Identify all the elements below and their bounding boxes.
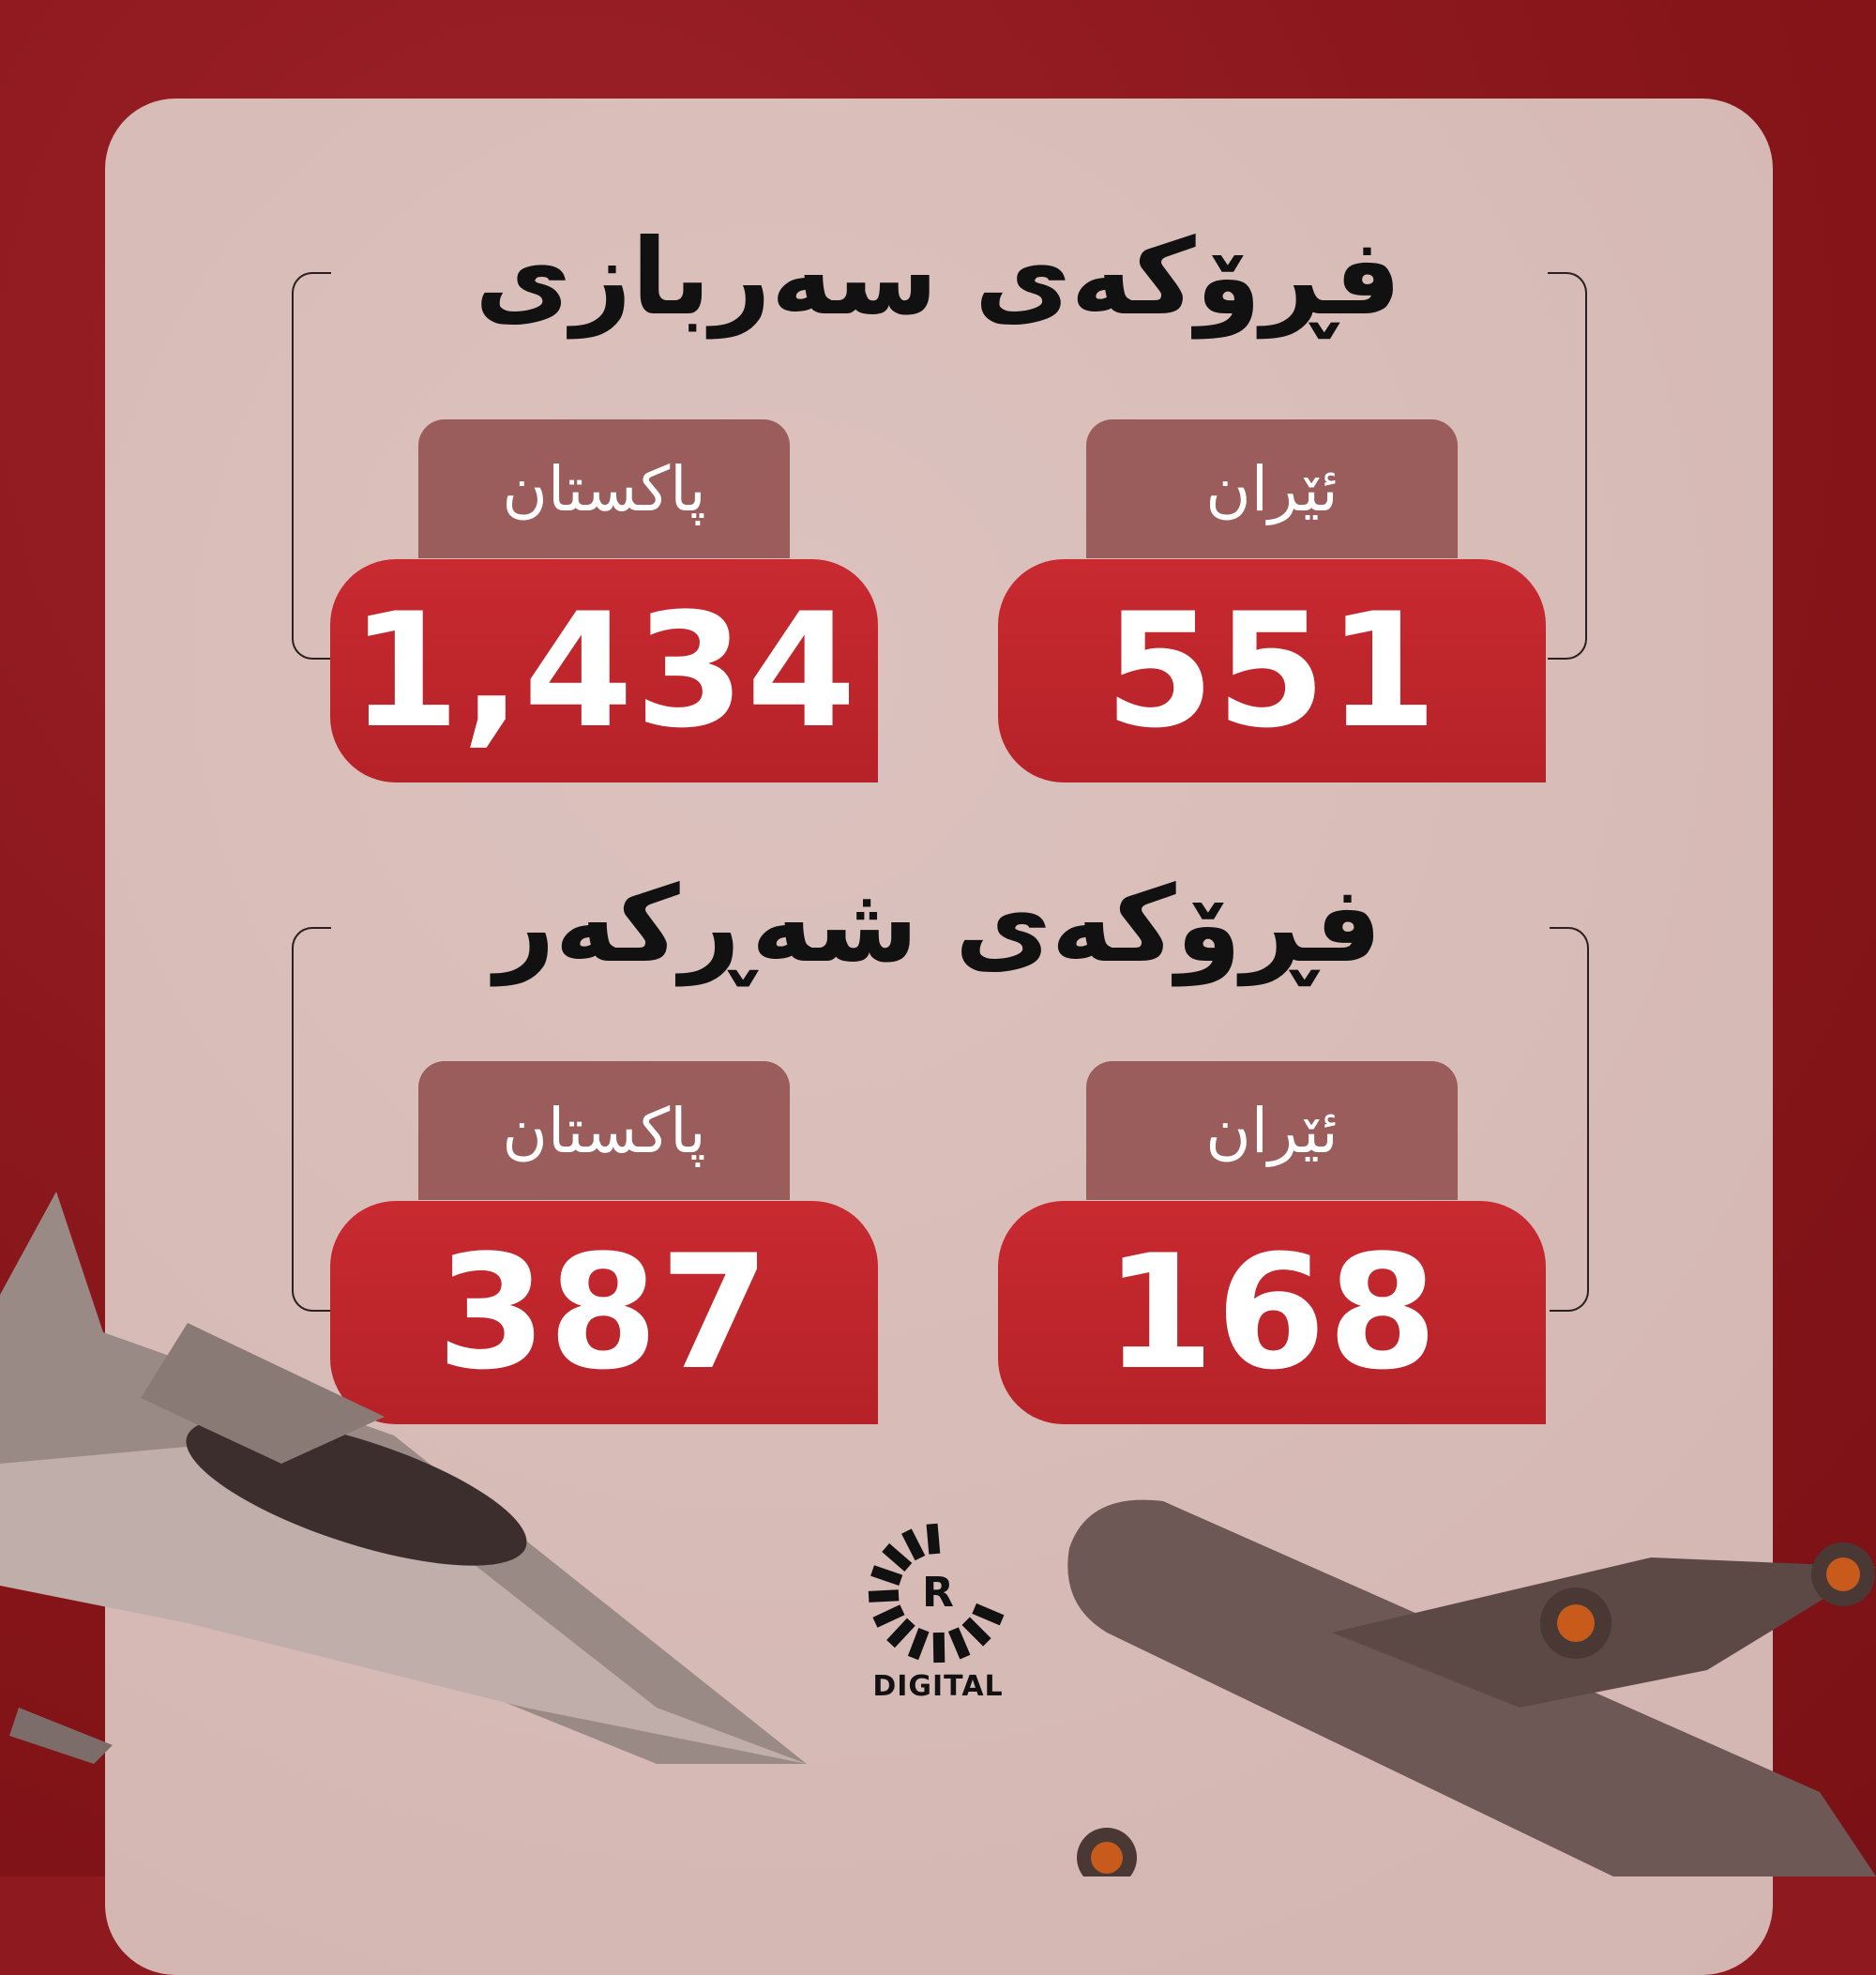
section-title-fighter-jets: فڕۆکەی شەڕکەر	[494, 864, 1382, 986]
logo-ray	[872, 1604, 905, 1628]
rudaw-digital-logo: R DIGITAL	[868, 1520, 1008, 1703]
logo-ray	[947, 1627, 971, 1660]
country-label-pakistan: پاکستان	[418, 1061, 790, 1200]
logo-letter: R	[922, 1569, 954, 1617]
logo-ray	[882, 1542, 913, 1572]
value-iran-military: 551	[998, 559, 1546, 782]
fighter-jet-image	[0, 1192, 807, 1764]
logo-ray	[901, 1528, 926, 1561]
country-label-iran: ئێران	[1086, 1061, 1458, 1200]
country-label-pakistan: پاکستان	[418, 419, 790, 558]
section-title-military-aircraft: فڕۆکەی سەربازی	[475, 217, 1401, 339]
logo-ray	[870, 1565, 903, 1586]
logo-ray	[972, 1603, 1005, 1626]
logo-ray	[868, 1589, 900, 1603]
bracket-right	[1548, 272, 1587, 660]
country-label-iran: ئێران	[1086, 419, 1458, 558]
value-iran-fighter: 168	[998, 1201, 1546, 1424]
value-pakistan-military: 1,434	[330, 559, 878, 782]
logo-ray	[932, 1632, 946, 1664]
logo-ray	[961, 1617, 991, 1647]
transport-aircraft-image	[1067, 1499, 1876, 1876]
bracket-left	[292, 927, 331, 1312]
bracket-left	[292, 272, 331, 660]
logo-ray	[886, 1618, 915, 1648]
logo-ray	[907, 1628, 930, 1661]
logo-ray	[926, 1523, 941, 1555]
logo-ray-icon: R	[868, 1523, 1005, 1664]
bracket-right	[1550, 927, 1589, 1312]
value-pakistan-fighter: 387	[330, 1201, 878, 1424]
logo-text: DIGITAL	[872, 1670, 1004, 1703]
